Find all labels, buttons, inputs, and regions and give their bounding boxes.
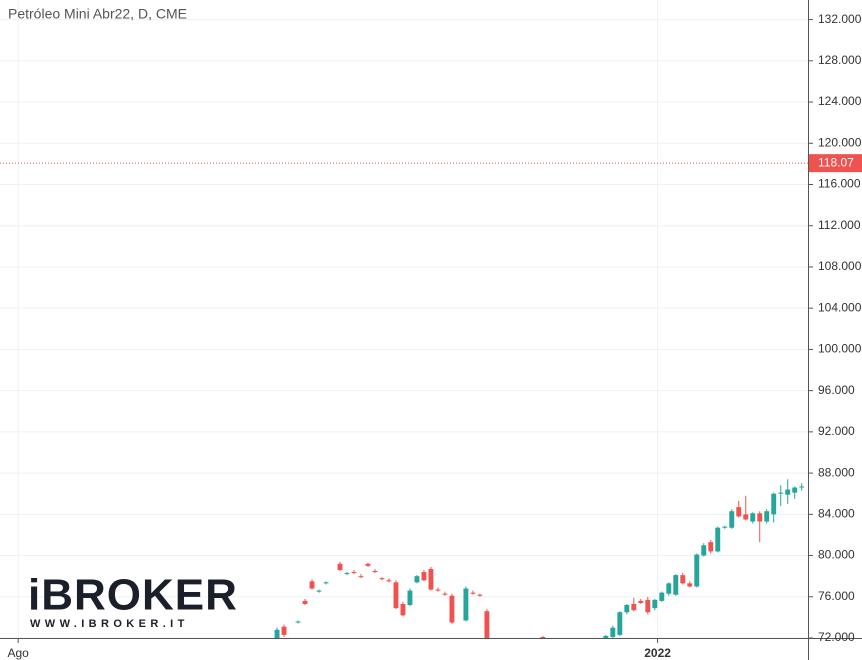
candle-body bbox=[645, 599, 651, 613]
candle-body bbox=[785, 489, 791, 495]
candle-body bbox=[764, 511, 770, 522]
candle-body bbox=[386, 580, 392, 582]
candle-body bbox=[358, 576, 364, 578]
candle-body bbox=[428, 568, 434, 590]
candle-body bbox=[659, 592, 665, 601]
x-tick-label: 2022 bbox=[644, 646, 671, 660]
candle-body bbox=[463, 588, 469, 621]
y-tick-label: 80.000 bbox=[818, 548, 855, 562]
candle-body bbox=[540, 636, 546, 638]
candle-body bbox=[400, 603, 406, 616]
candle-body bbox=[778, 492, 784, 494]
candle-body bbox=[302, 600, 308, 604]
grid bbox=[0, 0, 808, 639]
candle-body bbox=[652, 599, 658, 609]
candle-body bbox=[638, 600, 644, 603]
candle-body bbox=[477, 594, 483, 596]
y-tick-label: 76.000 bbox=[818, 589, 855, 603]
candle-body bbox=[372, 571, 378, 573]
candle-body bbox=[617, 612, 623, 635]
candle-body bbox=[715, 527, 721, 552]
candle-body bbox=[365, 563, 371, 566]
candle-body bbox=[701, 545, 707, 556]
y-tick-label: 84.000 bbox=[818, 506, 855, 520]
y-tick-label: 132.000 bbox=[818, 12, 862, 26]
price-label: 118.07 bbox=[818, 155, 854, 169]
candles bbox=[274, 479, 805, 638]
candle-body bbox=[337, 563, 343, 570]
candle-body bbox=[603, 635, 609, 638]
candle-body bbox=[344, 573, 350, 575]
candle-body bbox=[407, 590, 413, 606]
candle-body bbox=[631, 603, 637, 611]
candle-body bbox=[414, 576, 420, 583]
y-tick-label: 124.000 bbox=[818, 94, 862, 108]
logo: iBROKER bbox=[28, 571, 238, 620]
candle-body bbox=[708, 542, 714, 552]
chart-title: Petróleo Mini Abr22, D, CME bbox=[8, 6, 187, 22]
candle-body bbox=[442, 593, 448, 595]
y-tick-label: 120.000 bbox=[818, 135, 862, 149]
candle-body bbox=[610, 627, 616, 637]
candle-body bbox=[729, 511, 735, 528]
candle-body bbox=[470, 592, 476, 594]
candle-body bbox=[736, 507, 742, 517]
candle-body bbox=[449, 595, 455, 623]
candle-body bbox=[687, 583, 693, 587]
price-label-bg bbox=[809, 154, 862, 173]
y-tick-label: 112.000 bbox=[818, 218, 861, 232]
candle-body bbox=[757, 513, 763, 522]
candle-body bbox=[393, 582, 399, 609]
candle-body bbox=[316, 590, 322, 592]
y-tick-label: 104.000 bbox=[818, 300, 862, 314]
x-tick-label: Ago bbox=[8, 646, 30, 660]
y-tick-label: 128.000 bbox=[818, 53, 862, 67]
candle-body bbox=[351, 572, 357, 574]
y-tick-label: 116.000 bbox=[818, 177, 861, 191]
candle-body bbox=[484, 611, 490, 638]
candle-body bbox=[281, 626, 287, 635]
candle-body bbox=[624, 605, 630, 613]
y-tick-label: 88.000 bbox=[818, 465, 855, 479]
candle-body bbox=[379, 578, 385, 580]
candle-body bbox=[694, 554, 700, 587]
candle-body bbox=[323, 582, 329, 584]
candle-body bbox=[274, 629, 280, 638]
candle-body bbox=[666, 583, 672, 594]
candle-body bbox=[792, 487, 798, 493]
candle-body bbox=[750, 513, 756, 522]
y-tick-label: 100.000 bbox=[818, 342, 862, 356]
y-tick-label: 72.000 bbox=[818, 630, 855, 644]
candle-body bbox=[295, 621, 301, 623]
y-tick-label: 96.000 bbox=[818, 383, 855, 397]
candle-body bbox=[421, 572, 427, 581]
logo-url: WWW.IBROKER.IT bbox=[30, 618, 189, 630]
candle-body bbox=[309, 581, 315, 589]
candle-body bbox=[435, 589, 441, 591]
candle-body bbox=[799, 486, 805, 488]
candle-body bbox=[673, 575, 679, 595]
candle-body bbox=[722, 526, 728, 528]
candle-body bbox=[743, 514, 749, 520]
y-tick-label: 92.000 bbox=[818, 424, 855, 438]
candle-body bbox=[680, 575, 686, 584]
y-tick-label: 108.000 bbox=[818, 259, 862, 273]
candle-body bbox=[771, 493, 777, 515]
